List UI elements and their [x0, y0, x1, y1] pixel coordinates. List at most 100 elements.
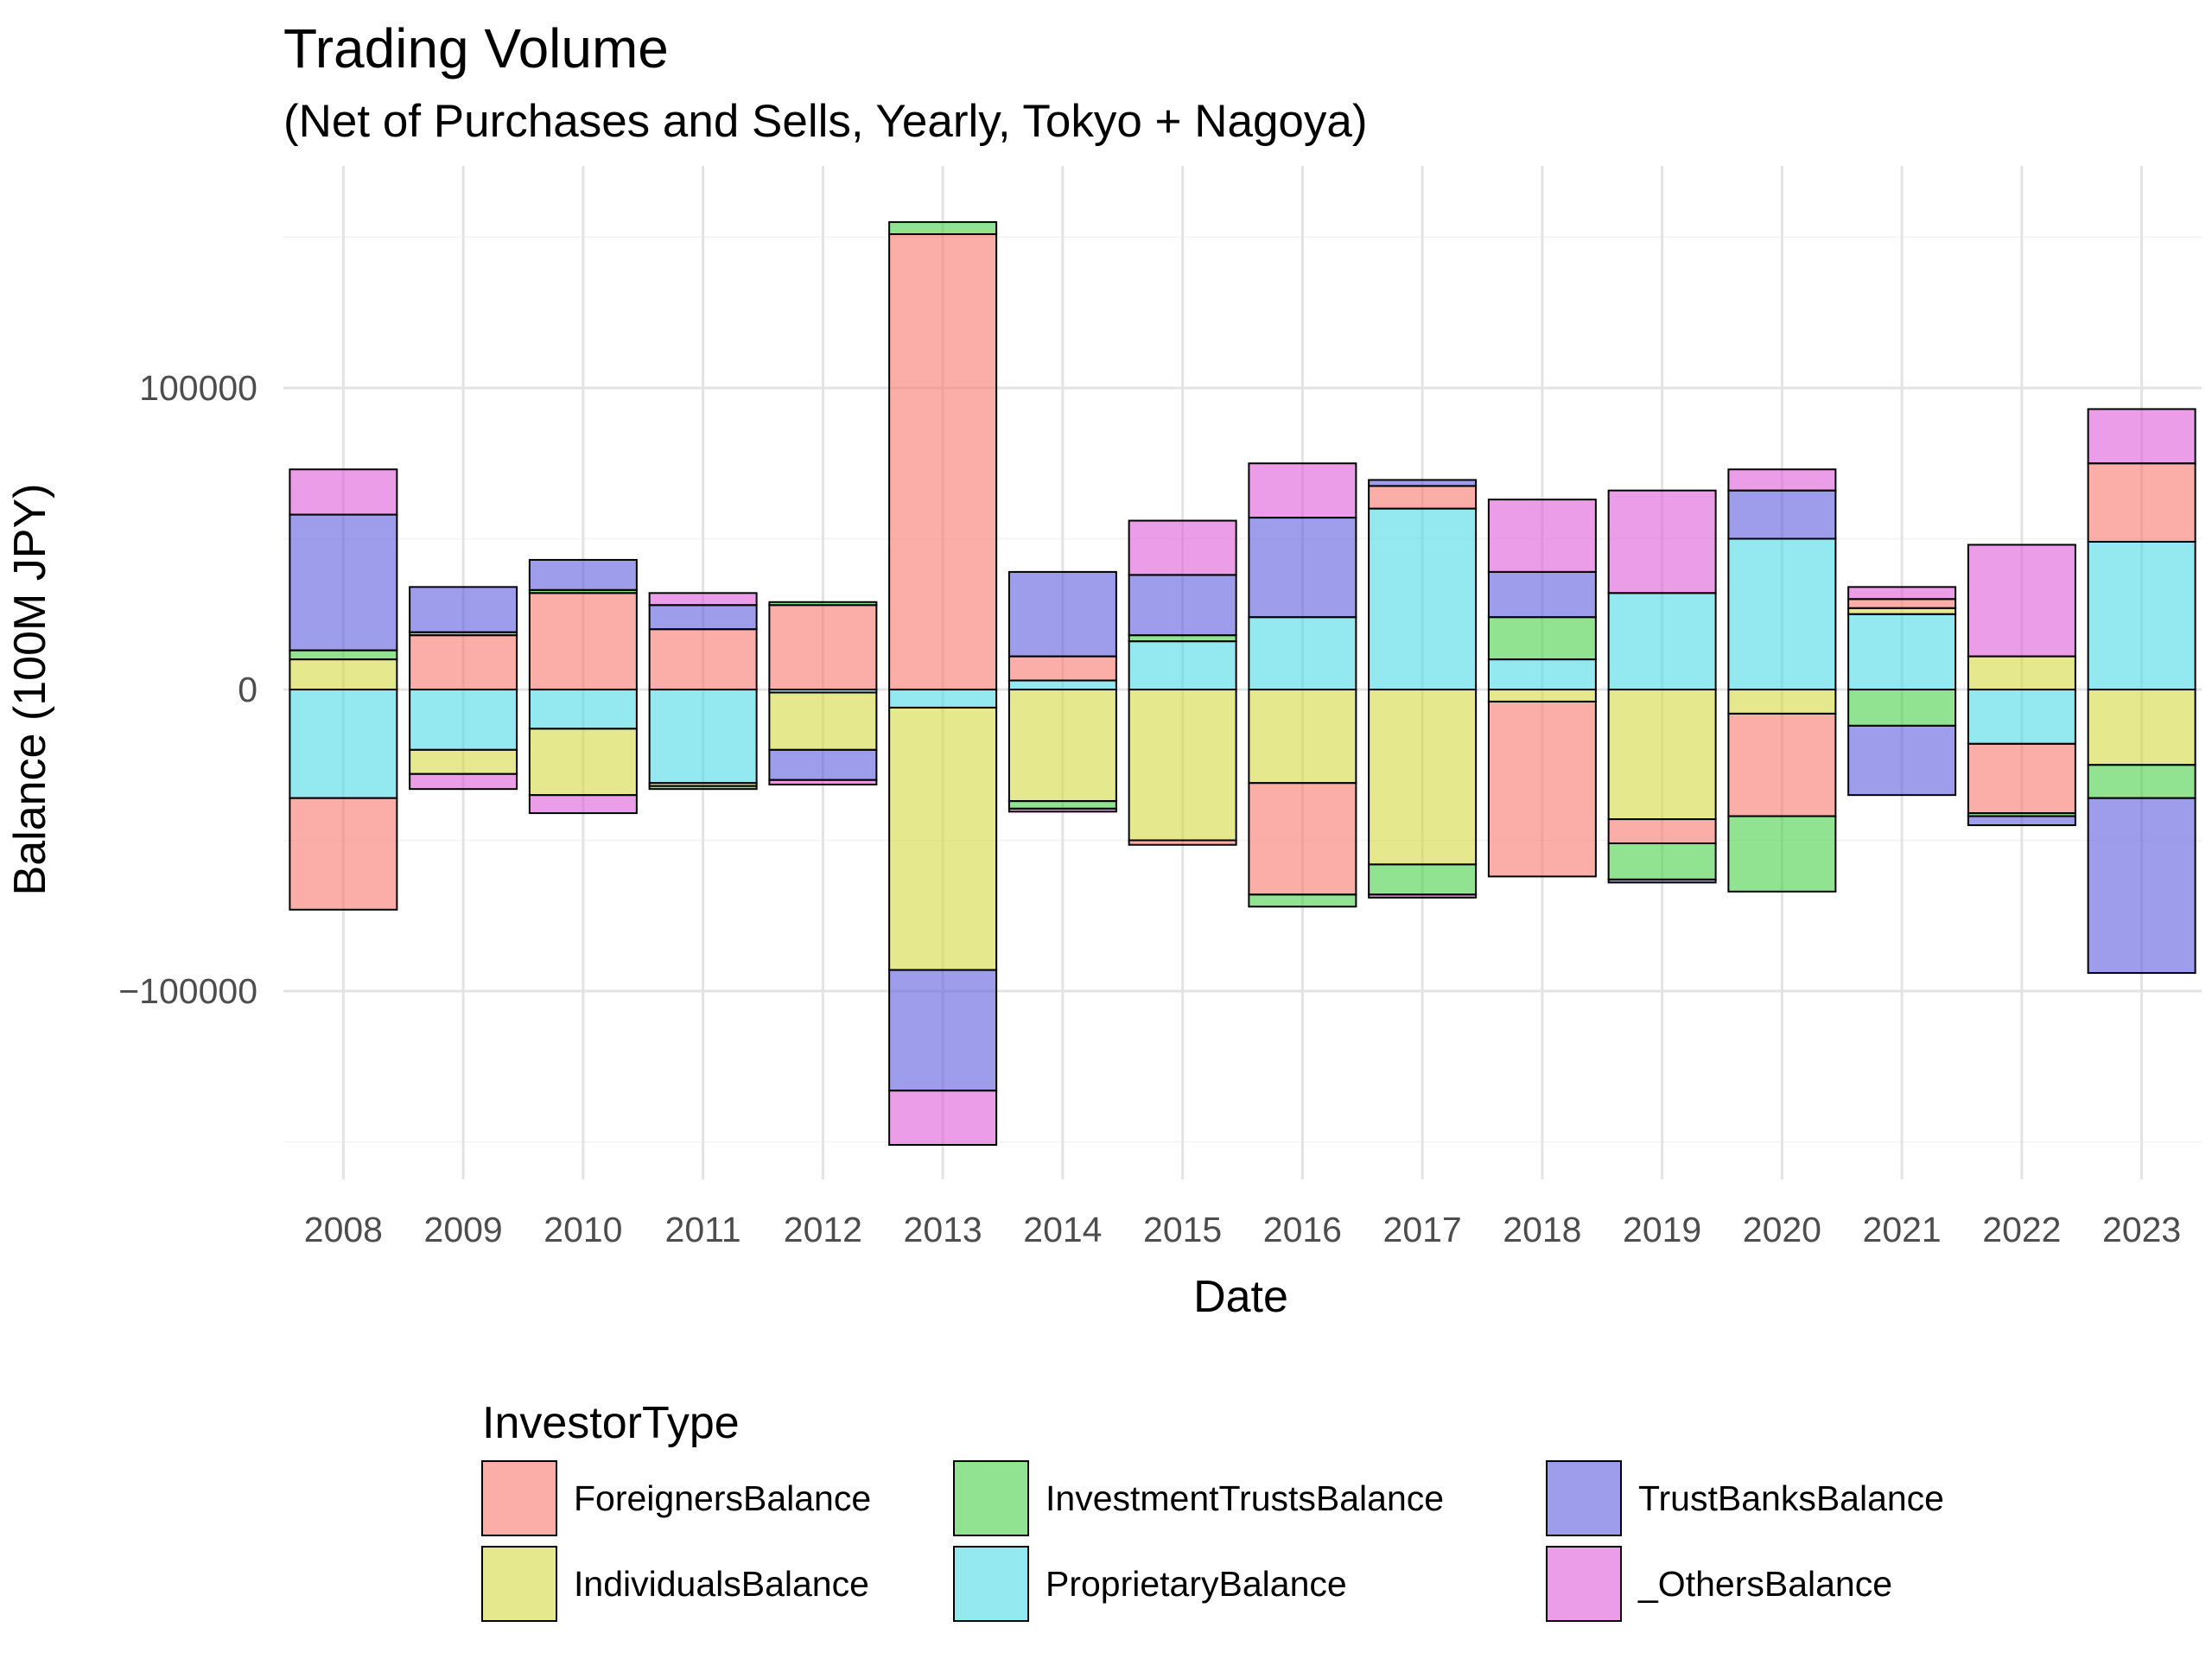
y-tick-label: 100000 [139, 368, 257, 408]
x-tick-label: 2023 [2102, 1210, 2181, 1249]
chart-title: Trading Volume [283, 17, 669, 79]
x-tick-label: 2013 [904, 1210, 982, 1249]
bar-segment [2087, 689, 2196, 766]
x-tick-label: 2020 [1743, 1210, 1821, 1249]
bar-segment [888, 1090, 998, 1146]
legend-swatch [1546, 1546, 1622, 1622]
legend-label: IndividualsBalance [574, 1564, 869, 1604]
bar-segment [1487, 570, 1597, 619]
bar-segment [768, 779, 878, 785]
legend-swatch [1546, 1460, 1622, 1536]
bar-segment [1487, 689, 1597, 702]
bar-segment [409, 586, 518, 633]
bar-segment [648, 785, 758, 791]
bar-segment [1847, 607, 1957, 615]
bar-segment [888, 221, 998, 236]
legend-title: InvestorType [482, 1398, 740, 1448]
bar-segment [648, 604, 758, 631]
legend-swatch [481, 1460, 557, 1536]
bar-segment [1368, 485, 1478, 510]
x-tick-label: 2008 [304, 1210, 383, 1249]
x-tick-label: 2010 [543, 1210, 622, 1249]
bar-segment [648, 592, 758, 607]
bar-segment [2087, 797, 2196, 975]
bar-segment [1007, 655, 1117, 682]
bar-segment [1248, 689, 1357, 785]
bar-segment [888, 689, 998, 709]
bar-segment [1128, 839, 1237, 846]
bar-segment [528, 558, 638, 591]
bar-segment [1487, 499, 1597, 573]
bar-segment [1248, 782, 1357, 896]
bar-segment [528, 689, 638, 730]
bar-segment [1368, 689, 1478, 866]
bar-segment [1607, 878, 1717, 884]
bar-segment [1607, 818, 1717, 844]
bar-segment [409, 634, 518, 690]
bar-segment [528, 728, 638, 797]
bar-segment [1967, 742, 2076, 815]
bar-segment [1007, 679, 1117, 691]
bar-segment [289, 658, 398, 690]
x-tick-label: 2012 [784, 1210, 862, 1249]
bar-segment [888, 706, 998, 971]
bar-segment [1847, 598, 1957, 609]
bar-segment [1368, 507, 1478, 690]
bar-segment [289, 797, 398, 911]
bar-segment [289, 513, 398, 652]
bar-segment [888, 969, 998, 1092]
bar-segment [289, 649, 398, 661]
bar-segment [768, 604, 878, 691]
bar-segment [2087, 408, 2196, 465]
bar-segment [2087, 540, 2196, 690]
bar-segment [1128, 689, 1237, 842]
bar-segment [409, 689, 518, 751]
bar-segment [1847, 724, 1957, 797]
bar-segment [409, 772, 518, 791]
bar-segment [1607, 489, 1717, 594]
bar-segment [1487, 700, 1597, 878]
bar-segment [1607, 842, 1717, 880]
bar-segment [648, 689, 758, 785]
bar-segment [1727, 689, 1837, 715]
bar-segment [1248, 893, 1357, 908]
bar-segment [1487, 616, 1597, 661]
bar-segment [1967, 815, 2076, 827]
bar-segment [768, 691, 878, 751]
bar-segment [1727, 537, 1837, 690]
legend-swatch [481, 1546, 557, 1622]
bar-segment [528, 794, 638, 815]
y-tick-label: −100000 [118, 971, 257, 1011]
bar-segment [409, 748, 518, 775]
bar-segment [1007, 570, 1117, 658]
bar-segment [1607, 689, 1717, 821]
bar-segment [1368, 893, 1478, 899]
bar-segment [1007, 807, 1117, 813]
bar-segment [1967, 655, 2076, 690]
bar-segment [2087, 764, 2196, 799]
x-tick-label: 2018 [1503, 1210, 1581, 1249]
bar-segment [289, 689, 398, 799]
x-axis-title: Date [1193, 1272, 1288, 1322]
bar-segment [1967, 689, 2076, 745]
bar-segment [1128, 574, 1237, 637]
bar-segment [648, 628, 758, 691]
y-axis-title: Balance (100M JPY) [5, 484, 55, 896]
bar-segment [1248, 616, 1357, 690]
bar-segment [1368, 863, 1478, 896]
x-tick-label: 2017 [1383, 1210, 1462, 1249]
bar-segment [289, 468, 398, 516]
bar-segment [528, 592, 638, 691]
bar-segment [1248, 517, 1357, 619]
bar-segment [768, 601, 878, 607]
bar-segment [1847, 586, 1957, 601]
bar-segment [1368, 479, 1478, 487]
y-tick-label: 0 [238, 670, 257, 709]
bar-segment [1248, 462, 1357, 519]
bar-segment [1847, 689, 1957, 727]
bar-segment [1967, 543, 2076, 658]
x-tick-label: 2011 [665, 1210, 741, 1249]
bar-segment [1847, 613, 1957, 690]
